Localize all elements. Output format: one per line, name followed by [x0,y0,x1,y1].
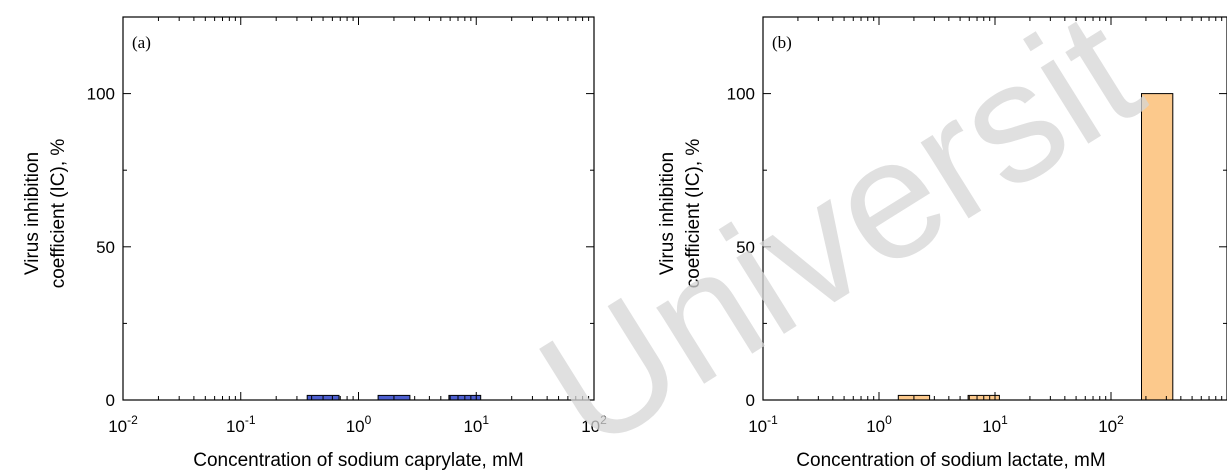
panel-label: (a) [132,33,151,52]
x-tick-label: 100 [866,413,892,436]
x-tick-label: 100 [346,413,372,436]
x-axis-title: Concentration of sodium caprylate, mM [193,450,524,471]
y-tick-label: 50 [736,238,755,257]
x-tick-label: 10-1 [748,413,778,436]
y-tick-label: 100 [727,85,755,104]
y-axis-title-line-2: coefficient (IC), % [48,139,69,289]
chart-panel-a: 10-2 10-1 100 101 102 0 50 100 (a) Concentration … [22,16,607,471]
y-axis-title-line-1: Virus inhibition [657,152,678,275]
x-tick-label: 101 [982,413,1008,436]
y-tick-label: 0 [106,391,115,410]
bar-3 [1141,93,1174,401]
x-tick-label: 102 [581,413,607,436]
watermark-text: Universit [509,0,1170,473]
y-tick-label: 0 [746,391,755,410]
x-tick-label: 10-1 [226,413,256,436]
x-tick-label: 10-2 [108,413,138,436]
x-tick-label: 102 [1098,413,1124,436]
panel-label: (b) [772,33,792,52]
y-tick-label: 100 [87,85,115,104]
y-tick-label: 50 [96,238,115,257]
y-axis-title-line-1: Virus inhibition [22,152,43,275]
x-axis-title: Concentration of sodium lactate, mM [796,450,1105,471]
chart-panel-b: 10-1 100 101 102 0 50 100 (b) Concentration of s… [657,16,1227,471]
y-axis-title-line-2: coefficient (IC), % [683,139,704,289]
x-tick-label: 101 [463,413,489,436]
